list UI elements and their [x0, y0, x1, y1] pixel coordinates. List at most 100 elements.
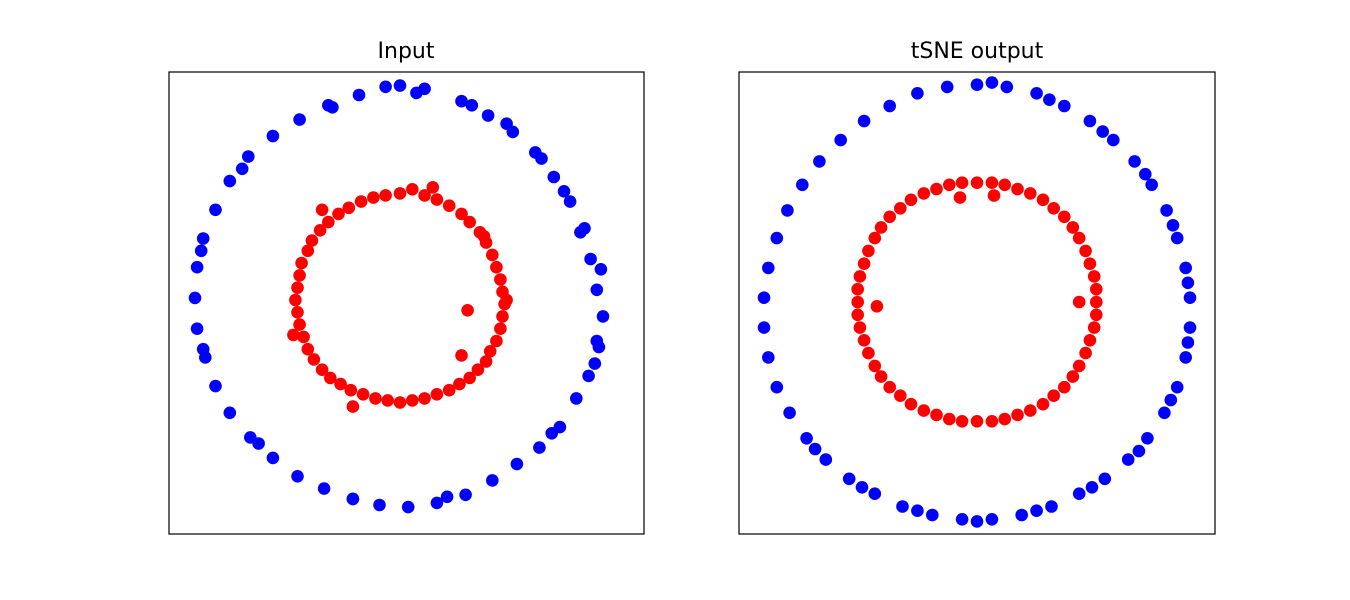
tsne-red-point — [1047, 202, 1060, 215]
input-blue-point — [190, 322, 204, 336]
input-blue-point — [252, 437, 265, 450]
input-blue-point — [190, 260, 204, 274]
tsne-red-point — [1047, 389, 1060, 403]
tsne-red-point — [1083, 257, 1097, 271]
input-red-point — [442, 199, 456, 212]
tsne-red-point — [1072, 359, 1086, 373]
input-red-point — [381, 394, 395, 407]
tsne-blue-point — [842, 472, 856, 486]
input-blue-point — [596, 310, 610, 323]
tsne-blue-point — [1107, 133, 1120, 147]
tsne-blue-point — [1170, 380, 1184, 394]
input-blue-point — [563, 195, 577, 208]
input-red-point — [463, 215, 477, 229]
input-blue-point — [223, 406, 237, 420]
tsne-panel-title: tSNE output — [911, 39, 1044, 64]
input-red-point — [463, 371, 477, 385]
tsne-red-point — [943, 412, 956, 426]
tsne-blue-point — [985, 76, 999, 89]
tsne-red-point — [998, 178, 1011, 192]
input-blue-point — [188, 291, 202, 305]
tsne-blue-point — [883, 99, 896, 113]
input-red-point — [461, 304, 474, 317]
input-blue-point — [379, 80, 392, 94]
tsne-blue-point — [783, 406, 796, 420]
tsne-red-point — [874, 221, 888, 234]
tsne-red-point — [857, 257, 871, 271]
input-blue-point — [465, 99, 479, 112]
tsne-blue-point — [911, 504, 924, 517]
input-red-point — [494, 273, 507, 286]
input-blue-point — [317, 482, 331, 495]
tsne-blue-point — [1183, 321, 1197, 334]
tsne-red-point — [1090, 295, 1103, 309]
tsne-red-point — [1058, 210, 1071, 224]
input-red-point — [307, 353, 321, 366]
input-blue-point — [266, 129, 280, 143]
tsne-blue-point — [1164, 393, 1178, 407]
tsne-red-point — [904, 193, 918, 207]
tsne-blue-point — [1045, 500, 1058, 513]
tsne-red-point — [1087, 270, 1101, 283]
tsne-red-point — [1066, 370, 1080, 383]
tsne-red-point — [1036, 193, 1050, 207]
tsne-red-point — [970, 176, 984, 189]
tsne-blue-point — [1030, 87, 1043, 100]
input-red-point — [313, 224, 327, 237]
tsne-red-point — [874, 370, 888, 383]
tsne-red-point — [851, 295, 864, 309]
input-red-point — [295, 256, 308, 270]
input-red-point — [291, 281, 304, 295]
input-red-point — [442, 383, 456, 397]
input-blue-point — [401, 500, 415, 514]
tsne-blue-point — [857, 114, 871, 128]
tsne-blue-point — [868, 487, 882, 501]
tsne-blue-point — [1000, 80, 1014, 94]
tsne-red-point — [1072, 231, 1086, 245]
tsne-blue-point — [1072, 487, 1086, 501]
tsne-red-point — [955, 176, 969, 189]
input-red-point — [287, 328, 300, 342]
tsne-blue-point — [940, 80, 954, 94]
tsne-blue-point — [1083, 114, 1097, 128]
input-red-point — [426, 181, 440, 194]
tsne-blue-point — [1160, 204, 1173, 217]
input-blue-point — [209, 203, 222, 217]
tsne-red-point — [917, 187, 931, 200]
input-red-point — [332, 207, 345, 221]
tsne-red-point — [851, 308, 864, 322]
input-blue-point — [590, 283, 604, 297]
input-blue-point — [346, 492, 360, 506]
input-red-point — [369, 392, 382, 405]
input-red-point — [494, 322, 507, 336]
tsne-red-point — [970, 415, 984, 428]
tsne-blue-point — [1141, 432, 1154, 445]
tsne-blue-point — [781, 204, 794, 217]
tsne-blue-point — [1181, 276, 1195, 290]
input-red-point — [342, 201, 356, 215]
input-blue-point — [196, 232, 210, 245]
input-blue-point — [410, 86, 423, 100]
tsne-scatter-points — [757, 76, 1197, 528]
tsne-blue-point — [1139, 167, 1152, 181]
input-red-point — [297, 330, 310, 344]
input-red-point — [430, 388, 444, 401]
tsne-red-point — [868, 359, 882, 373]
tsne-red-point — [1024, 187, 1037, 200]
tsne-red-point — [917, 404, 931, 417]
input-blue-point — [373, 498, 386, 512]
tsne-blue-point — [1128, 155, 1141, 168]
tsne-blue-point — [1015, 508, 1028, 522]
tsne-red-point — [1090, 308, 1103, 322]
tsne-blue-point — [808, 442, 822, 456]
tsne-red-point — [894, 389, 907, 403]
input-red-point — [324, 371, 337, 385]
input-panel: Input — [168, 39, 645, 535]
input-blue-point — [588, 357, 602, 370]
tsne-red-point — [987, 189, 1001, 202]
input-blue-point — [535, 152, 548, 165]
tsne-panel: tSNE output — [738, 39, 1216, 535]
tsne-blue-point — [1170, 231, 1184, 245]
